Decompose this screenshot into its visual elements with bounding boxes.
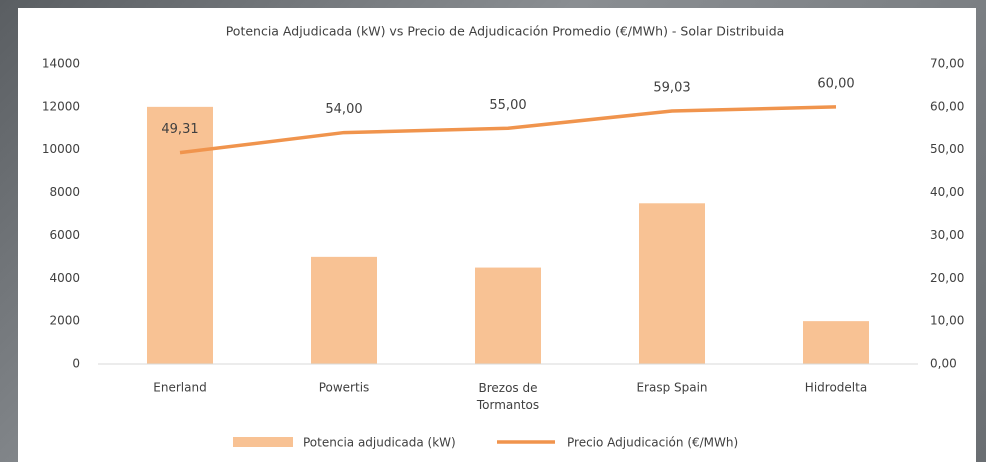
legend-label: Potencia adjudicada (kW) [303, 436, 456, 450]
bar [147, 106, 213, 364]
data-label: 49,31 [161, 122, 198, 137]
y-tick-label: 12000 [42, 99, 80, 113]
bar [803, 321, 869, 364]
bar [311, 256, 377, 364]
data-label: 59,03 [653, 81, 690, 96]
y-tick-label: 6000 [49, 228, 80, 242]
legend-swatch [233, 437, 293, 447]
data-label: 60,00 [817, 76, 854, 91]
y2-tick-label: 60,00 [930, 99, 964, 113]
y-tick-label: 14000 [42, 57, 80, 71]
data-label: 54,00 [325, 102, 362, 117]
bar [475, 267, 541, 364]
y2-tick-label: 0,00 [930, 357, 957, 371]
y2-tick-label: 20,00 [930, 271, 964, 285]
y2-tick-label: 40,00 [930, 185, 964, 199]
chart-title: Potencia Adjudicada (kW) vs Precio de Ad… [226, 24, 785, 39]
data-label: 55,00 [489, 98, 526, 113]
line [179, 105, 837, 155]
x-tick-label: Enerland [153, 381, 206, 395]
y-tick-label: 10000 [42, 142, 80, 156]
y-tick-label: 4000 [49, 271, 80, 285]
bar [639, 203, 705, 364]
y2-tick-label: 10,00 [930, 314, 964, 328]
y2-tick-label: 70,00 [930, 57, 964, 71]
y2-tick-label: 50,00 [930, 142, 964, 156]
x-tick-label: Powertis [319, 381, 370, 395]
y-tick-label: 2000 [49, 314, 80, 328]
x-tick-label: Hidrodelta [805, 381, 867, 395]
legend-label: Precio Adjudicación (€/MWh) [567, 436, 738, 450]
x-tick-label: Brezos de Tormantos [476, 381, 539, 412]
y2-tick-label: 30,00 [930, 228, 964, 242]
y-tick-label: 8000 [49, 185, 80, 199]
x-tick-label: Erasp Spain [636, 381, 707, 395]
y-tick-label: 0 [72, 357, 80, 371]
